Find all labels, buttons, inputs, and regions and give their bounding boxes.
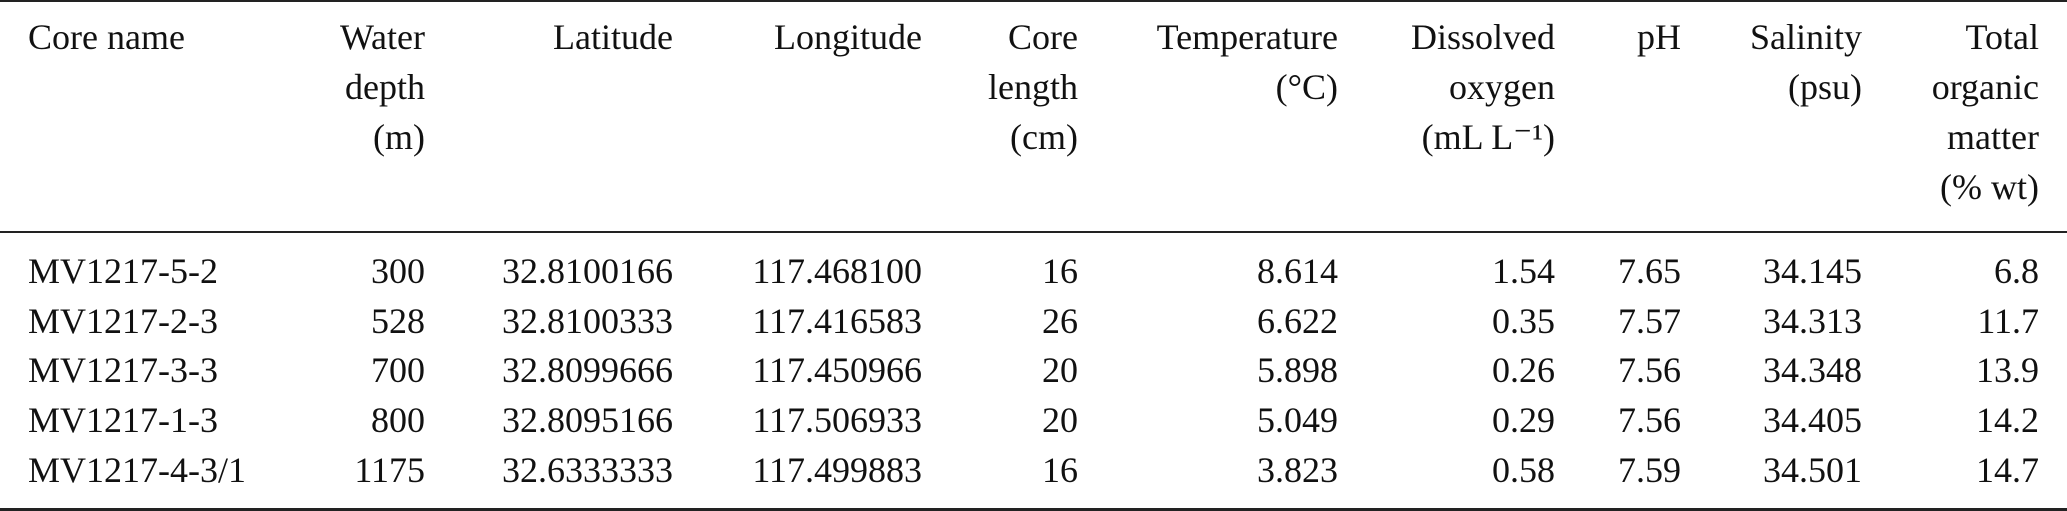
column-header-line: Core name [28, 17, 185, 57]
table-cell: 117.416583 [752, 301, 922, 341]
table-cell: 117.506933 [752, 400, 922, 440]
header-rule [0, 231, 2067, 233]
column-header: Temperature (°C) [1008, 12, 1338, 112]
table-cell: 16 [1042, 251, 1078, 291]
column-header: Core name [28, 12, 185, 62]
table-cell: 6.622 [1257, 301, 1338, 341]
column-header-line: Temperature [1156, 17, 1338, 57]
column-header: Salinity (psu) [1532, 12, 1862, 112]
core-name-cell: MV1217-1-3 [28, 400, 218, 440]
table-cell: 117.499883 [752, 450, 922, 490]
column-header-line: Latitude [553, 17, 673, 57]
table-cell: 34.405 [1763, 400, 1862, 440]
table-cell: 26 [1042, 301, 1078, 341]
table-cell: 700 [371, 350, 425, 390]
column-header-line: length [988, 67, 1078, 107]
table-cell: 14.7 [1976, 450, 2039, 490]
table-cell: 34.348 [1763, 350, 1862, 390]
column-header: pH [1351, 12, 1681, 62]
table-cell: 7.59 [1618, 450, 1681, 490]
table-cell: 800 [371, 400, 425, 440]
column-header-line: Core [1008, 17, 1078, 57]
table-cell: 1.54 [1492, 251, 1555, 291]
table-cell: 6.8 [1994, 251, 2039, 291]
table-cell: 32.8099666 [502, 350, 673, 390]
table-cell: 5.049 [1257, 400, 1338, 440]
column-header: Latitude [343, 12, 673, 62]
table-cell: 7.65 [1618, 251, 1681, 291]
column-header: Dissolved oxygen (mL L⁻¹) [1225, 12, 1555, 162]
column-header-line: (psu) [1788, 67, 1862, 107]
column-header-line: Dissolved [1411, 17, 1555, 57]
table-cell: 32.8095166 [502, 400, 673, 440]
table-cell: 0.26 [1492, 350, 1555, 390]
table-cell: 16 [1042, 450, 1078, 490]
table-cell: 117.450966 [752, 350, 922, 390]
column-header-line: (cm) [1010, 117, 1078, 157]
table-cell: 0.58 [1492, 450, 1555, 490]
column-header-line: Salinity [1749, 17, 1862, 57]
table-cell: 3.823 [1257, 450, 1338, 490]
table-cell: 32.6333333 [502, 450, 673, 490]
core-name-cell: MV1217-4-3/1 [28, 450, 246, 490]
table-cell: 528 [371, 301, 425, 341]
column-header-line: organic [1931, 67, 2039, 107]
column-header-line: Water [339, 17, 425, 57]
table-cell: 5.898 [1257, 350, 1338, 390]
table-cell: 20 [1042, 350, 1078, 390]
top-rule [0, 0, 2067, 2]
column-header-line: depth [345, 67, 425, 107]
core-name-cell: MV1217-2-3 [28, 301, 218, 341]
table-cell: 0.29 [1492, 400, 1555, 440]
table-cell: 1175 [354, 450, 425, 490]
table-cell: 7.57 [1618, 301, 1681, 341]
core-name-cell: MV1217-3-3 [28, 350, 218, 390]
table-cell: 20 [1042, 400, 1078, 440]
column-header: Total organic matter (% wt) [1709, 12, 2039, 212]
column-header-line: (°C) [1275, 67, 1338, 107]
table-cell: 14.2 [1976, 400, 2039, 440]
column-header-line: (m) [373, 117, 425, 157]
column-header-line: (mL L⁻¹) [1421, 117, 1555, 157]
column-header-line: oxygen [1449, 67, 1555, 107]
column-header-line: Total [1965, 17, 2039, 57]
table-cell: 32.8100166 [502, 251, 673, 291]
table-cell: 32.8100333 [502, 301, 673, 341]
core-name-cell: MV1217-5-2 [28, 251, 218, 291]
column-header: Longitude [592, 12, 922, 62]
table-cell: 13.9 [1976, 350, 2039, 390]
column-header: Water depth (m) [95, 12, 425, 162]
table-cell: 34.145 [1763, 251, 1862, 291]
table-cell: 11.7 [1977, 301, 2039, 341]
column-header-line: pH [1637, 17, 1681, 57]
bottom-rule [0, 508, 2067, 511]
table-cell: 7.56 [1618, 350, 1681, 390]
table-cell: 300 [371, 251, 425, 291]
table-cell: 0.35 [1492, 301, 1555, 341]
column-header: Core length (cm) [748, 12, 1078, 162]
column-header-line: Longitude [774, 17, 922, 57]
table-cell: 7.56 [1618, 400, 1681, 440]
column-header-line: matter [1947, 117, 2039, 157]
table-cell: 34.313 [1763, 301, 1862, 341]
column-header-line: (% wt) [1940, 167, 2039, 207]
table-cell: 8.614 [1257, 251, 1338, 291]
table-cell: 34.501 [1763, 450, 1862, 490]
table-cell: 117.468100 [752, 251, 922, 291]
